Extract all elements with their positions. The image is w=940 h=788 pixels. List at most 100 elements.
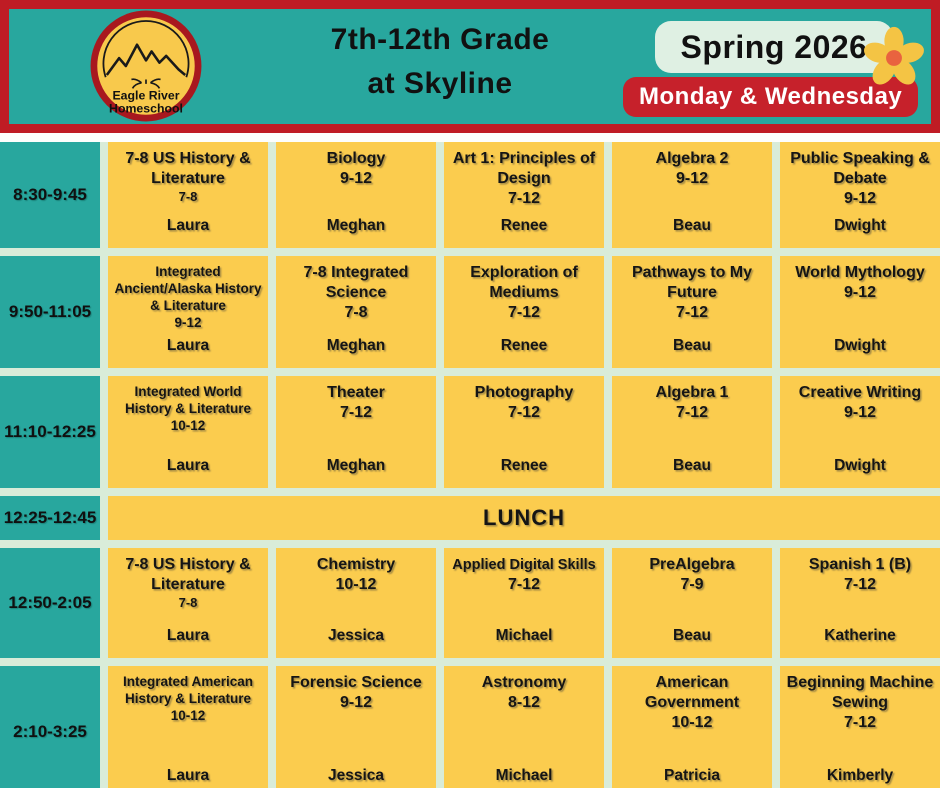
teacher-name: Beau xyxy=(673,337,711,354)
class-card: Integrated World History & Literature 10… xyxy=(108,376,268,488)
class-name: 7-8 US History & Literature xyxy=(125,556,251,594)
class-grades: 7-12 xyxy=(507,576,541,594)
class-grades: 7-8 xyxy=(178,595,198,611)
teacher-name: Patricia xyxy=(663,767,720,784)
teacher-name: Renee xyxy=(500,457,548,474)
class-card: Astronomy 8-12 Michael xyxy=(444,666,604,788)
class-card: Spanish 1 (B) 7-12 Katherine xyxy=(780,548,940,658)
class-grades: 7-8 xyxy=(178,189,198,205)
class-grades: 8-12 xyxy=(507,694,541,712)
page-title: 7th-12th Grade at Skyline xyxy=(230,18,650,105)
class-grades: 7-9 xyxy=(680,576,704,594)
class-name: Beginning Machine Sewing xyxy=(786,674,934,712)
class-name: Photography xyxy=(474,384,574,401)
teacher-name: Beau xyxy=(673,627,711,644)
class-grades: 9-12 xyxy=(843,404,877,422)
teacher-name: Katherine xyxy=(824,627,896,644)
class-card: World Mythology 9-12 Dwight xyxy=(780,256,940,368)
teacher-name: Renee xyxy=(500,337,548,354)
time-cell: 2:10-3:25 xyxy=(0,666,100,788)
class-name: Integrated World History & Literature xyxy=(124,384,252,416)
teacher-name: Laura xyxy=(166,767,210,784)
class-name: Astronomy xyxy=(481,674,567,691)
class-grades: 7-12 xyxy=(843,714,877,732)
class-grades: 7-12 xyxy=(507,190,541,208)
class-card: PreAlgebra 7-9 Beau xyxy=(612,548,772,658)
class-grades: 9-12 xyxy=(339,694,373,712)
class-card: Chemistry 10-12 Jessica xyxy=(276,548,436,658)
class-name: Integrated Ancient/Alaska History & Lite… xyxy=(114,264,262,313)
teacher-name: Laura xyxy=(166,457,210,474)
class-name: Chemistry xyxy=(316,556,396,573)
class-card: Theater 7-12 Meghan xyxy=(276,376,436,488)
class-grades: 9-12 xyxy=(675,170,709,188)
time-cell: 9:50-11:05 xyxy=(0,256,100,368)
class-card: 7-8 US History & Literature 7-8 Laura xyxy=(108,548,268,658)
teacher-name: Laura xyxy=(166,217,210,234)
class-grades: 10-12 xyxy=(170,708,206,723)
teacher-name: Meghan xyxy=(326,217,386,234)
teacher-name: Jessica xyxy=(327,767,385,784)
teacher-name: Laura xyxy=(166,627,210,644)
class-grades: 9-12 xyxy=(174,315,202,330)
schedule-grid: 8:30-9:45 7-8 US History & Literature 7-… xyxy=(0,142,940,788)
class-grades: 9-12 xyxy=(843,190,877,208)
class-card: Integrated American History & Literature… xyxy=(108,666,268,788)
class-grades: 7-12 xyxy=(843,576,877,594)
class-name: Forensic Science xyxy=(290,674,422,691)
teacher-name: Dwight xyxy=(834,217,886,234)
class-card: Public Speaking & Debate 9-12 Dwight xyxy=(780,142,940,248)
header-banner: Eagle River Homeschool 7th-12th Grade at… xyxy=(0,0,940,133)
class-name: 7-8 Integrated Science xyxy=(303,264,409,302)
school-logo-icon: Eagle River Homeschool xyxy=(90,10,202,122)
class-card: Exploration of Mediums 7-12 Renee xyxy=(444,256,604,368)
class-name: Theater xyxy=(327,384,385,401)
class-name: 7-8 US History & Literature xyxy=(125,150,251,188)
class-card: Beginning Machine Sewing 7-12 Kimberly xyxy=(780,666,940,788)
teacher-name: Dwight xyxy=(834,457,886,474)
class-grades: 7-12 xyxy=(675,404,709,422)
class-name: Applied Digital Skills xyxy=(452,557,596,573)
class-card: Pathways to My Future 7-12 Beau xyxy=(612,256,772,368)
term-badge: Spring 2026 xyxy=(655,21,893,73)
class-name: Algebra 1 xyxy=(655,384,729,401)
teacher-name: Michael xyxy=(495,627,553,644)
class-grades: 7-8 xyxy=(344,304,368,322)
class-grades: 7-12 xyxy=(507,304,541,322)
class-card: Forensic Science 9-12 Jessica xyxy=(276,666,436,788)
teacher-name: Renee xyxy=(500,217,548,234)
class-name: Public Speaking & Debate xyxy=(790,150,930,188)
class-name: American Government xyxy=(644,674,740,712)
schedule-board: 8:30-9:45 7-8 US History & Literature 7-… xyxy=(0,142,940,788)
class-name: PreAlgebra xyxy=(649,556,735,573)
teacher-name: Meghan xyxy=(326,337,386,354)
class-name: Algebra 2 xyxy=(655,150,729,167)
teacher-name: Kimberly xyxy=(826,767,894,784)
class-card: Art 1: Principles of Design 7-12 Renee xyxy=(444,142,604,248)
class-card: Algebra 2 9-12 Beau xyxy=(612,142,772,248)
class-name: Biology xyxy=(326,150,386,167)
page-title-line2: at Skyline xyxy=(367,66,513,100)
class-grades: 7-12 xyxy=(339,404,373,422)
time-cell: 12:50-2:05 xyxy=(0,548,100,658)
teacher-name: Beau xyxy=(673,457,711,474)
class-grades: 7-12 xyxy=(507,404,541,422)
class-card: 7-8 US History & Literature 7-8 Laura xyxy=(108,142,268,248)
class-name: Integrated American History & Literature xyxy=(122,674,254,706)
class-card: 7-8 Integrated Science 7-8 Meghan xyxy=(276,256,436,368)
class-name: World Mythology xyxy=(795,264,925,281)
class-grades: 10-12 xyxy=(335,576,377,594)
teacher-name: Jessica xyxy=(327,627,385,644)
class-name: Creative Writing xyxy=(798,384,922,401)
teacher-name: Meghan xyxy=(326,457,386,474)
class-card: Integrated Ancient/Alaska History & Lite… xyxy=(108,256,268,368)
class-grades: 9-12 xyxy=(339,170,373,188)
page-title-line1: 7th-12th Grade xyxy=(330,23,550,56)
teacher-name: Laura xyxy=(166,337,210,354)
class-card: American Government 10-12 Patricia xyxy=(612,666,772,788)
time-cell: 11:10-12:25 xyxy=(0,376,100,488)
teacher-name: Michael xyxy=(495,767,553,784)
teacher-name: Beau xyxy=(673,217,711,234)
logo-text-line1: Eagle River xyxy=(112,89,179,103)
teacher-name: Dwight xyxy=(834,337,886,354)
